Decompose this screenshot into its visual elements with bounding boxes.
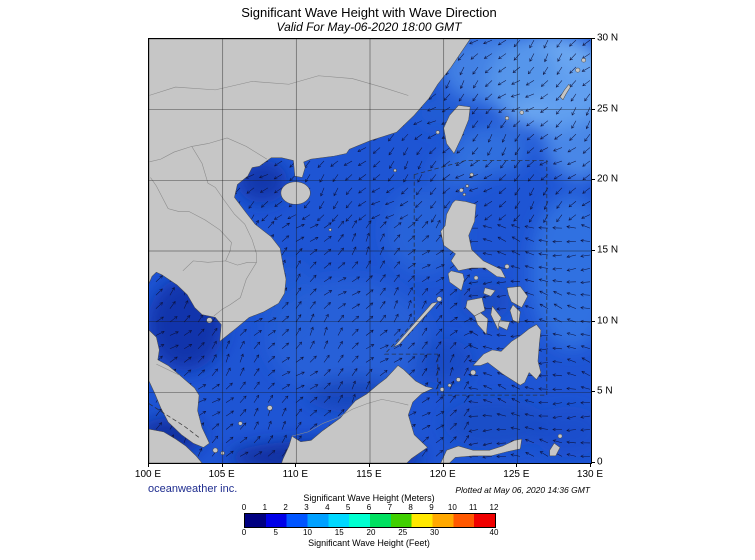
land-borneo (281, 365, 434, 463)
shading-blob (431, 154, 485, 189)
maritime-boundaries (149, 160, 548, 438)
page-title: Significant Wave Height with Wave Direct… (241, 5, 497, 20)
lon-tick (369, 463, 370, 467)
lon-tick (148, 463, 149, 467)
shading-blob (440, 39, 559, 107)
meters-tick-2: 2 (283, 503, 288, 512)
lat-label-20N: 20 N (597, 173, 619, 185)
philippine-treaty-limits (383, 160, 548, 396)
lat-tick (591, 250, 595, 251)
meters-tick-12: 12 (489, 503, 499, 512)
land-malay-peninsula (149, 329, 210, 448)
meters-tick-11: 11 (469, 503, 478, 512)
feet-tick-5: 5 (273, 528, 278, 537)
land-halmahera (549, 442, 561, 457)
land-sulawesi (440, 438, 523, 463)
lon-label-130E: 130 E (576, 469, 604, 480)
lon-label-105E: 105 E (208, 469, 235, 480)
meters-tick-10: 10 (447, 503, 457, 512)
malacca-strait-boundary (149, 403, 200, 438)
lat-tick (591, 391, 595, 393)
meters-tick-9: 9 (429, 503, 434, 512)
border-thailand-cambodia (182, 260, 257, 271)
lon-label-125E: 125 E (503, 469, 530, 480)
land-taiwan (443, 105, 471, 154)
border-malaysia-indonesia-borneo (291, 399, 409, 437)
lon-label-100E: 100 E (134, 469, 162, 480)
source-credit: oceanweather inc. (148, 483, 238, 495)
land-hainan (280, 181, 311, 205)
lon-label-120E: 120 E (429, 469, 456, 480)
lat-label-15N: 15 N (597, 244, 619, 256)
map-frame (148, 38, 592, 464)
meters-tick-7: 7 (387, 503, 393, 512)
colorbar (244, 513, 496, 528)
lon-label-110E: 110 E (282, 469, 309, 480)
land-palawan (393, 301, 439, 348)
shading-blob (540, 67, 591, 181)
lat-tick (591, 320, 595, 322)
land-mindoro (447, 270, 465, 291)
land-mainland-asia (149, 39, 471, 342)
shading-blob (443, 397, 547, 449)
lat-tick (591, 462, 595, 463)
colorbar-feet-ticks: 0 5 10 15 20 25 30 40 (241, 528, 499, 537)
land-mindanao (472, 324, 542, 386)
border-thailand-laos (150, 177, 232, 262)
land-bohol (497, 320, 511, 331)
feet-tick-30: 30 (430, 528, 439, 537)
feet-tick-0: 0 (241, 528, 247, 537)
land-luzon (440, 199, 506, 279)
shading-blob (533, 406, 591, 458)
lat-label-0: 0 (597, 456, 603, 468)
meters-tick-5: 5 (345, 503, 351, 512)
lat-label-10N: 10 N (597, 315, 619, 327)
valid-time-subtitle: Valid For May-06-2020 18:00 GMT (276, 20, 462, 34)
lat-tick (591, 179, 595, 181)
graticule (149, 39, 591, 463)
lat-label-30N: 30 N (597, 32, 619, 44)
feet-tick-20: 20 (366, 528, 376, 537)
border-china-vietnam (149, 137, 268, 163)
meters-tick-6: 6 (366, 503, 372, 512)
lat-label-25N: 25 N (597, 103, 619, 115)
lon-tick (221, 463, 223, 467)
lat-label-5N: 5 N (597, 385, 613, 397)
small-islands (206, 57, 586, 456)
colorbar-feet-label: Significant Wave Height (Feet) (308, 538, 430, 548)
lon-tick (442, 463, 444, 467)
land-sumatra (149, 428, 203, 463)
border-malaysia-thailand (156, 363, 181, 376)
meters-tick-4: 4 (325, 503, 330, 512)
feet-tick-10: 10 (303, 528, 312, 537)
feet-tick-40: 40 (489, 528, 499, 537)
feet-tick-15: 15 (334, 528, 344, 537)
lon-tick (516, 463, 518, 467)
border-china-inland (149, 75, 409, 96)
lon-label-115E: 115 E (356, 469, 382, 480)
plotted-timestamp: Plotted at May 06, 2020 14:36 GMT (455, 485, 590, 495)
meters-tick-3: 3 (304, 503, 309, 512)
lon-tick (295, 463, 297, 467)
colorbar-meters-label: Significant Wave Height (Meters) (303, 493, 435, 503)
land-masbate (483, 287, 496, 297)
border-vietnam-laos-cambodia (191, 146, 257, 317)
lat-tick (591, 38, 595, 39)
meters-tick-0: 0 (241, 503, 247, 512)
map-canvas (149, 39, 591, 463)
meters-tick-8: 8 (408, 503, 413, 512)
lat-tick (591, 108, 595, 110)
shading-blob (530, 194, 591, 350)
colorbar-meters-ticks: 0 1 2 3 4 5 6 7 8 9 10 11 12 (241, 503, 499, 512)
land-okinawa (559, 83, 571, 101)
land-panay (465, 297, 486, 317)
landmasses (149, 39, 586, 463)
lon-tick (590, 463, 591, 467)
country-borders (149, 75, 409, 437)
feet-tick-25: 25 (398, 528, 408, 537)
meters-tick-1: 1 (262, 503, 268, 512)
